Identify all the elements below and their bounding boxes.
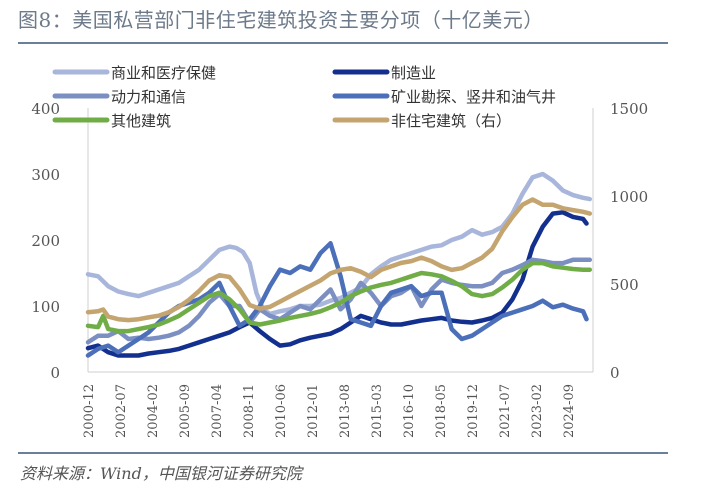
- legend-label: 制造业: [391, 64, 436, 82]
- y-right-tick-label: 1000: [610, 188, 648, 206]
- legend-label: 其他建筑: [111, 112, 171, 130]
- x-tick-label: 2005-09: [178, 384, 193, 438]
- legend-label: 矿业勘探、竖井和油气井: [391, 88, 556, 106]
- x-tick-label: 2023-02: [530, 384, 545, 438]
- y-right-tick-label: 0: [610, 364, 620, 382]
- y-right-tick-label: 500: [610, 276, 639, 294]
- axes: 0 100 200 300 400 0 500 1000 1500 2000-12 2002-07 2…: [31, 100, 648, 438]
- x-tick-label: 2016-10: [402, 384, 417, 438]
- x-tick-label: 2015-03: [370, 384, 385, 438]
- x-tick-label: 2002-07: [114, 384, 129, 438]
- source-note: 资料来源：Wind，中国银河证券研究院: [20, 464, 302, 483]
- x-tick-label: 2008-11: [242, 384, 257, 438]
- y-left-tick-label: 300: [31, 166, 60, 184]
- title-divider: [18, 42, 668, 44]
- x-tick-label: 2012-01: [306, 384, 321, 438]
- y-right-tick-label: 1500: [610, 100, 648, 118]
- series-line: [85, 257, 593, 345]
- x-tick-label: 2013-08: [338, 384, 353, 438]
- x-tick-label: 2018-05: [434, 384, 449, 438]
- series-line: [85, 210, 589, 358]
- series-line: [85, 171, 593, 317]
- x-tick-label: 2021-07: [498, 384, 513, 438]
- series-line: [85, 260, 593, 334]
- x-tick-label: 2024-09: [562, 384, 577, 438]
- x-tick-label: 2010-06: [274, 384, 289, 438]
- y-left-tick-label: 200: [31, 232, 60, 250]
- y-left-tick-label: 400: [31, 100, 60, 118]
- legend-label: 动力和通信: [111, 88, 186, 106]
- x-tick-label: 2004-02: [146, 384, 161, 438]
- y-left-tick-label: 100: [31, 298, 60, 316]
- legend-label: 非住宅建筑（右）: [391, 112, 511, 130]
- x-tick-label: 2019-12: [466, 384, 481, 438]
- series-line: [85, 197, 593, 323]
- source-divider: [18, 452, 668, 454]
- x-tick-label: 2007-04: [210, 384, 225, 438]
- legend-label: 商业和医疗保健: [111, 64, 216, 82]
- y-left-tick-label: 0: [50, 364, 60, 382]
- x-tick-label: 2000-12: [82, 384, 97, 438]
- chart-title: 图8：美国私营部门非住宅建筑投资主要分项（十亿美元）: [18, 8, 544, 32]
- series-lines: [85, 171, 593, 358]
